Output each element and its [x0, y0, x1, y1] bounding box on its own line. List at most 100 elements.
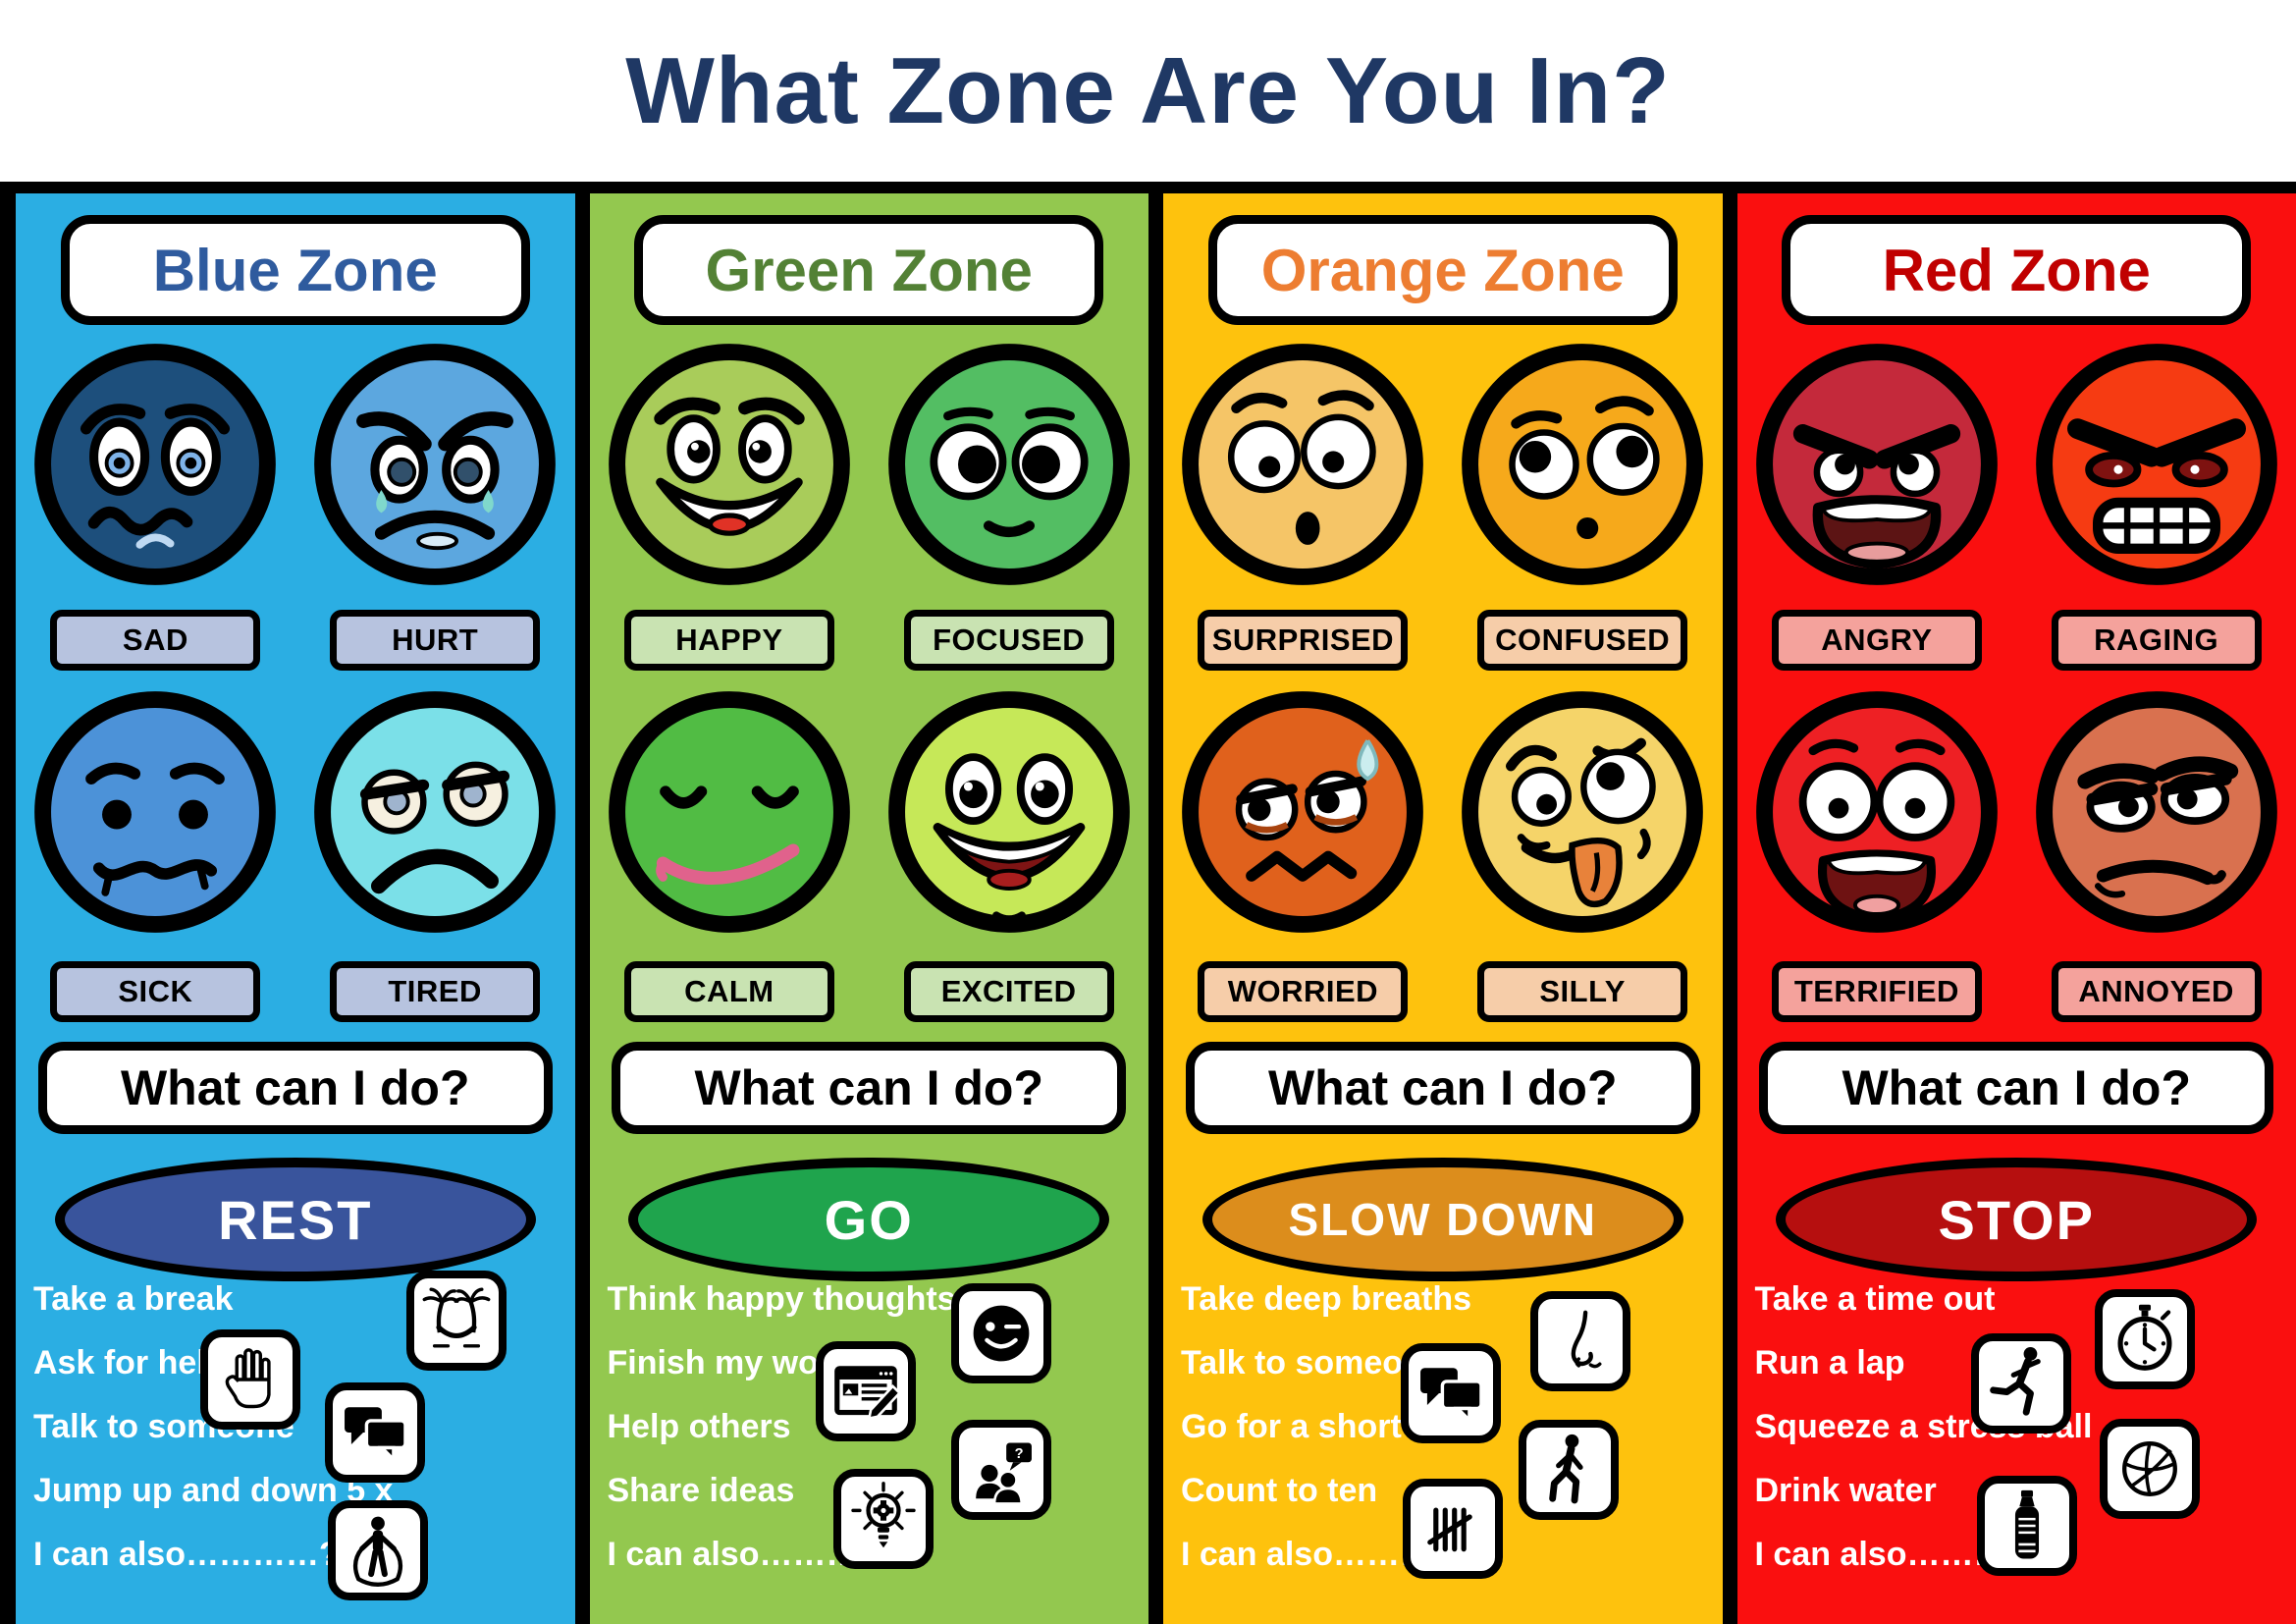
- zone-title: Red Zone: [1882, 237, 2151, 303]
- strategy-item: Talk to someone: [1181, 1344, 1442, 1381]
- emotion-label: WORRIED: [1227, 974, 1379, 1008]
- silly-face: [1455, 684, 1710, 940]
- emotion-chip: HAPPY: [623, 610, 834, 671]
- emotion-chip: CALM: [623, 961, 834, 1022]
- question-box: What can I do?: [37, 1042, 553, 1134]
- tired-face: [307, 684, 562, 940]
- zone-title: Blue Zone: [152, 237, 438, 303]
- strategy-item: Drink water: [1754, 1472, 1937, 1509]
- stress-ball-icon: [2099, 1419, 2200, 1519]
- finish-work-icon: [815, 1341, 916, 1441]
- green-zone-header: Green Zone: [634, 215, 1104, 325]
- emotion-label: FOCUSED: [933, 623, 1086, 657]
- sick-face: [27, 684, 283, 940]
- worried-face: [1175, 684, 1430, 940]
- emotion-label: EXCITED: [940, 974, 1077, 1008]
- raging-face: [2029, 337, 2284, 592]
- question-box: What can I do?: [1185, 1042, 1700, 1134]
- focused-face: [881, 337, 1137, 592]
- question-label: What can I do?: [1842, 1060, 2191, 1115]
- emotion-label: TIRED: [388, 974, 482, 1008]
- question-box: What can I do?: [1759, 1042, 2274, 1134]
- strategy-item: Count to ten: [1181, 1472, 1378, 1509]
- annoyed-face: [2029, 684, 2284, 940]
- zone-title: Orange Zone: [1260, 237, 1625, 303]
- happy-face: [602, 337, 857, 592]
- emotion-chip: SICK: [50, 961, 261, 1022]
- zone-columns: Blue Zone SAD HURT SICK TIRED What can I…: [0, 182, 2296, 1624]
- emotion-chip: SILLY: [1477, 961, 1688, 1022]
- raised-hand-icon: [200, 1329, 300, 1430]
- emotion-label: ANNOYED: [2078, 974, 2234, 1008]
- orange-zone-header: Orange Zone: [1207, 215, 1678, 325]
- action-label: STOP: [1938, 1188, 2095, 1251]
- nose-icon: [1530, 1291, 1630, 1391]
- strategy-item: Help others: [607, 1408, 791, 1445]
- blue-zone-header: Blue Zone: [60, 215, 530, 325]
- stopwatch-icon: [2094, 1289, 2195, 1389]
- emotion-label: SICK: [118, 974, 193, 1008]
- emotion-chip: CONFUSED: [1477, 610, 1688, 671]
- walking-person-icon: [1519, 1420, 1619, 1520]
- strategies-list: Think happy thoughts Finish my work Help…: [590, 1280, 1149, 1624]
- rest-oval: REST: [54, 1158, 536, 1281]
- stop-oval: STOP: [1776, 1158, 2258, 1281]
- ask-others-icon: ?: [950, 1420, 1051, 1520]
- jump-rope-icon: [328, 1500, 428, 1600]
- emotion-chip: EXCITED: [903, 961, 1114, 1022]
- hammock-icon: [406, 1271, 507, 1371]
- page-title: What Zone Are You In?: [625, 37, 1671, 143]
- emotion-chip: ANNOYED: [2051, 961, 2262, 1022]
- emotion-chip: TIRED: [330, 961, 541, 1022]
- speech-bubbles-icon: [325, 1382, 425, 1483]
- title-band: What Zone Are You In?: [0, 0, 2296, 182]
- slow-down-oval: SLOW DOWN: [1201, 1158, 1683, 1281]
- action-label: REST: [218, 1188, 373, 1251]
- svg-text:?: ?: [1014, 1446, 1023, 1462]
- red-zone-header: Red Zone: [1782, 215, 2252, 325]
- strategy-item: Think happy thoughts: [607, 1280, 956, 1318]
- tally-marks-icon: [1403, 1479, 1503, 1579]
- emotion-label: HURT: [392, 623, 479, 657]
- emotion-chip: RAGING: [2051, 610, 2262, 671]
- emotion-chip: ANGRY: [1771, 610, 1982, 671]
- emotion-label: SAD: [122, 623, 188, 657]
- question-box: What can I do?: [612, 1042, 1127, 1134]
- winking-face-icon: [950, 1283, 1051, 1383]
- hurt-face: [307, 337, 562, 592]
- strategy-item: Run a lap: [1754, 1344, 1905, 1381]
- red-zone-column: Red Zone ANGRY RAGING TERRIFIED ANNOYED …: [1736, 193, 2296, 1624]
- emotion-label: ANGRY: [1821, 623, 1933, 657]
- water-bottle-icon: [1976, 1476, 2077, 1576]
- emotion-label: TERRIFIED: [1793, 974, 1959, 1008]
- emotion-chip: SAD: [50, 610, 261, 671]
- speech-bubbles-icon: [1401, 1343, 1501, 1443]
- strategy-item: I can also…………?: [33, 1536, 340, 1573]
- orange-zone-column: Orange Zone SURPRISED CONFUSED WORRIED S…: [1163, 193, 1723, 1624]
- strategy-item: Take a break: [33, 1280, 234, 1318]
- emotion-label: CONFUSED: [1495, 623, 1671, 657]
- calm-face: [602, 684, 857, 940]
- strategies-list: Take deep breaths Talk to someone Go for…: [1163, 1280, 1723, 1624]
- green-zone-column: Green Zone HAPPY FOCUSED CALM EXCITED Wh…: [589, 193, 1149, 1624]
- question-label: What can I do?: [120, 1060, 470, 1115]
- terrified-face: [1749, 684, 2004, 940]
- strategy-item: Take a time out: [1754, 1280, 1996, 1318]
- action-label: SLOW DOWN: [1288, 1194, 1597, 1245]
- strategy-item: Share ideas: [607, 1472, 795, 1509]
- blue-zone-column: Blue Zone SAD HURT SICK TIRED What can I…: [16, 193, 575, 1624]
- action-label: GO: [824, 1188, 914, 1251]
- emotion-chip: SURPRISED: [1198, 610, 1409, 671]
- question-label: What can I do?: [694, 1060, 1043, 1115]
- angry-face: [1749, 337, 2004, 592]
- emotion-label: SURPRISED: [1211, 623, 1395, 657]
- emotion-label: RAGING: [2094, 623, 2219, 657]
- emotion-label: CALM: [684, 974, 774, 1008]
- strategy-item: Finish my work: [607, 1344, 851, 1381]
- confused-face: [1455, 337, 1710, 592]
- go-oval: GO: [628, 1158, 1110, 1281]
- surprised-face: [1175, 337, 1430, 592]
- emotion-label: HAPPY: [675, 623, 783, 657]
- running-person-icon: [1970, 1333, 2071, 1434]
